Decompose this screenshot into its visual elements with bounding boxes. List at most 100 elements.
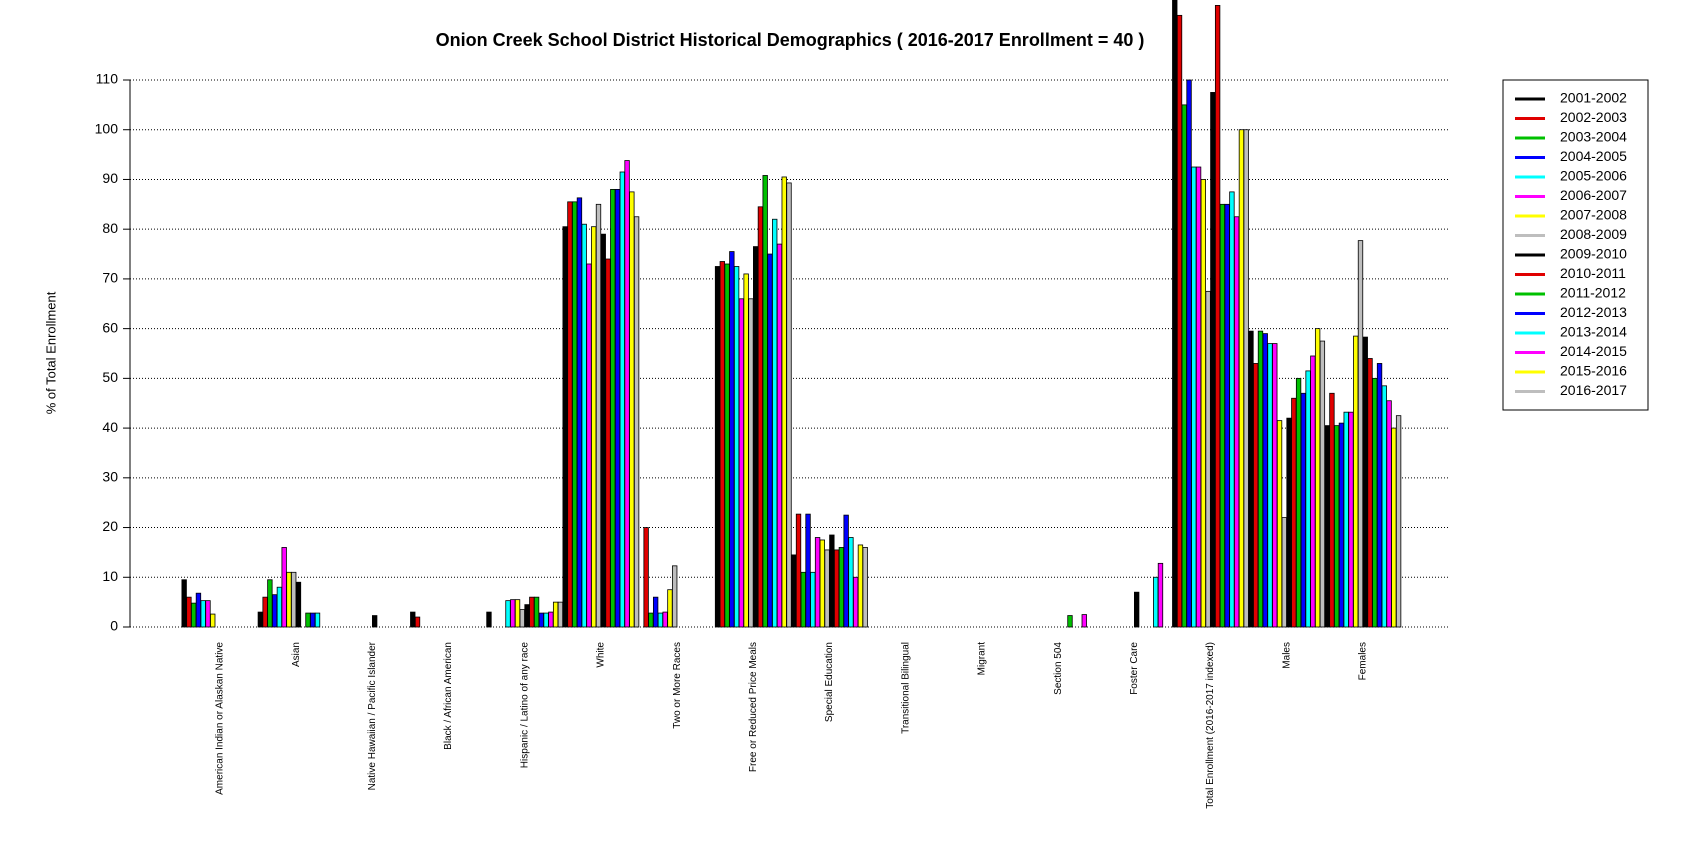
bar xyxy=(1272,343,1278,628)
bar xyxy=(1367,358,1373,628)
bar xyxy=(1262,333,1268,628)
legend-label: 2005-2006 xyxy=(1560,168,1627,184)
bar xyxy=(672,565,678,628)
legend-label: 2008-2009 xyxy=(1560,226,1627,242)
legend-label: 2009-2010 xyxy=(1560,246,1627,262)
bar xyxy=(410,611,416,628)
bar xyxy=(1353,335,1359,628)
bar xyxy=(1248,330,1254,628)
bar xyxy=(543,612,549,628)
bar xyxy=(1386,400,1392,628)
x-tick-label: Transitional Bilingual xyxy=(900,642,911,734)
bar xyxy=(633,216,640,628)
bar xyxy=(829,534,835,628)
bar xyxy=(1081,614,1087,628)
bar xyxy=(371,615,378,628)
legend-label: 2007-2008 xyxy=(1560,207,1627,223)
bar xyxy=(1257,330,1264,628)
bar xyxy=(1324,425,1330,628)
y-tick-label: 100 xyxy=(95,120,119,136)
bar xyxy=(819,539,825,628)
bar xyxy=(843,514,849,628)
bar xyxy=(1319,340,1326,628)
legend-label: 2002-2003 xyxy=(1560,109,1627,125)
y-tick-label: 80 xyxy=(102,220,118,236)
bar xyxy=(305,612,311,628)
bar xyxy=(857,544,864,628)
bar xyxy=(853,576,859,628)
bar xyxy=(1295,377,1302,628)
bar xyxy=(629,191,635,628)
bar xyxy=(619,171,625,628)
bar xyxy=(862,547,868,628)
bar xyxy=(1253,363,1259,628)
bar xyxy=(1067,615,1073,628)
legend-label: 2012-2013 xyxy=(1560,304,1627,320)
bar xyxy=(267,579,273,628)
bar xyxy=(1210,92,1216,628)
legend-label: 2010-2011 xyxy=(1560,265,1626,281)
bar xyxy=(1314,328,1321,628)
bar xyxy=(786,182,792,628)
bar xyxy=(486,611,492,628)
y-tick-label: 30 xyxy=(102,469,118,485)
bar xyxy=(286,571,292,628)
bar xyxy=(1343,411,1349,628)
bar xyxy=(1338,422,1345,628)
bar xyxy=(1134,591,1140,628)
bar xyxy=(548,611,554,628)
bar xyxy=(643,527,649,628)
bar xyxy=(667,589,673,628)
legend-label: 2015-2016 xyxy=(1560,363,1627,379)
bar xyxy=(195,592,202,628)
bar xyxy=(557,601,564,628)
legend-label: 2011-2012 xyxy=(1560,285,1626,301)
bar xyxy=(714,266,721,628)
x-tick-label: White xyxy=(596,642,607,668)
bar xyxy=(1291,397,1297,628)
bar xyxy=(652,596,659,628)
bar xyxy=(1153,576,1159,628)
bar xyxy=(729,251,735,628)
y-tick-label: 60 xyxy=(102,319,118,335)
bar xyxy=(795,513,802,628)
x-tick-label: Free or Reduced Price Meals xyxy=(748,642,759,772)
y-tick-label: 90 xyxy=(102,170,118,186)
bar xyxy=(1372,377,1378,628)
bar xyxy=(595,203,602,628)
bar xyxy=(576,197,583,628)
bar xyxy=(519,609,525,628)
legend-box xyxy=(1502,79,1649,411)
bar xyxy=(271,594,278,628)
x-tick-label: Migrant xyxy=(977,642,988,676)
bar xyxy=(510,599,516,628)
bar xyxy=(1229,191,1235,628)
bar xyxy=(529,596,535,628)
bar xyxy=(310,612,316,628)
bar xyxy=(757,206,764,628)
bar xyxy=(210,613,216,628)
bar xyxy=(514,599,521,628)
bar xyxy=(1191,166,1197,628)
bar xyxy=(824,549,830,628)
bar xyxy=(1157,562,1164,628)
bar xyxy=(791,554,797,628)
bar xyxy=(662,611,668,628)
y-tick-label: 110 xyxy=(96,71,119,87)
bar xyxy=(186,596,192,628)
bar xyxy=(524,604,530,628)
bar xyxy=(586,263,592,628)
bar xyxy=(1329,392,1335,628)
bar xyxy=(648,612,654,628)
y-tick-label: 20 xyxy=(102,518,118,534)
x-tick-label: Native Hawaiian / Pacific Islander xyxy=(367,641,378,790)
x-tick-label: Black / African American xyxy=(443,642,454,750)
bar xyxy=(276,586,283,628)
x-tick-label: Foster Care xyxy=(1129,642,1140,695)
bar xyxy=(848,537,854,628)
bar xyxy=(1348,411,1354,628)
bar xyxy=(533,596,540,628)
bar xyxy=(1238,129,1245,628)
bar xyxy=(281,547,287,628)
